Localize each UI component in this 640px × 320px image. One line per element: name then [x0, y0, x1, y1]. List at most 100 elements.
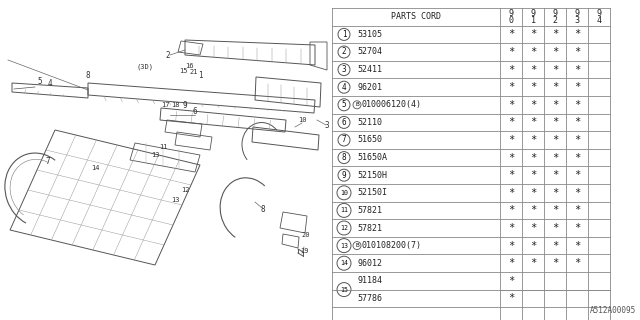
Text: *: * — [530, 153, 536, 163]
Text: *: * — [574, 258, 580, 268]
Text: 5: 5 — [342, 100, 346, 109]
Text: *: * — [508, 29, 514, 39]
Text: 11: 11 — [159, 144, 167, 150]
Text: *: * — [508, 170, 514, 180]
Text: 6: 6 — [193, 108, 197, 116]
Text: *: * — [574, 29, 580, 39]
Text: *: * — [552, 117, 558, 127]
Text: *: * — [552, 29, 558, 39]
Text: *: * — [574, 188, 580, 198]
Text: (3D): (3D) — [136, 64, 154, 70]
Text: 14: 14 — [340, 260, 348, 266]
Text: 3: 3 — [575, 16, 579, 25]
Text: *: * — [552, 135, 558, 145]
Text: 52150I: 52150I — [357, 188, 387, 197]
Text: 13: 13 — [340, 243, 348, 249]
Text: 3: 3 — [324, 122, 330, 131]
Text: 10: 10 — [298, 117, 307, 123]
Text: 1: 1 — [342, 30, 346, 39]
Text: *: * — [530, 205, 536, 215]
Text: 9: 9 — [342, 171, 346, 180]
Text: 15: 15 — [179, 68, 188, 74]
Text: *: * — [508, 82, 514, 92]
Text: 13: 13 — [151, 152, 159, 158]
Text: 9: 9 — [182, 100, 188, 109]
Text: *: * — [508, 293, 514, 303]
Text: 010108200(7): 010108200(7) — [362, 241, 422, 250]
Text: 4: 4 — [48, 78, 52, 87]
Text: B: B — [355, 243, 359, 248]
Text: A512A00095: A512A00095 — [589, 306, 636, 315]
Text: 7: 7 — [342, 135, 346, 145]
Text: 16: 16 — [185, 63, 193, 69]
Text: *: * — [552, 47, 558, 57]
Text: 010006120(4): 010006120(4) — [362, 100, 422, 109]
Text: 15: 15 — [340, 287, 348, 292]
Text: *: * — [552, 223, 558, 233]
Text: 18: 18 — [171, 102, 179, 108]
Text: PARTS CORD: PARTS CORD — [391, 12, 441, 21]
Text: *: * — [574, 170, 580, 180]
Text: *: * — [530, 135, 536, 145]
Text: 2: 2 — [552, 16, 557, 25]
Text: 5: 5 — [38, 77, 42, 86]
Text: 12: 12 — [340, 225, 348, 231]
Text: *: * — [508, 205, 514, 215]
Text: 9: 9 — [531, 9, 536, 18]
Text: 53105: 53105 — [357, 30, 382, 39]
Text: *: * — [574, 117, 580, 127]
Text: *: * — [552, 65, 558, 75]
Text: *: * — [508, 241, 514, 251]
Text: 52110: 52110 — [357, 118, 382, 127]
Text: *: * — [508, 135, 514, 145]
Text: 13: 13 — [171, 197, 179, 203]
Text: *: * — [552, 188, 558, 198]
Text: 52704: 52704 — [357, 47, 382, 57]
Text: *: * — [552, 100, 558, 110]
Text: *: * — [552, 258, 558, 268]
Text: *: * — [574, 135, 580, 145]
Text: *: * — [530, 82, 536, 92]
Text: 20: 20 — [301, 232, 310, 238]
Text: 3: 3 — [342, 65, 346, 74]
Text: 0: 0 — [509, 16, 513, 25]
Text: 19: 19 — [300, 248, 308, 254]
Text: 1: 1 — [531, 16, 536, 25]
Text: 14: 14 — [91, 165, 99, 171]
Text: 57821: 57821 — [357, 206, 382, 215]
Text: 8: 8 — [342, 153, 346, 162]
Text: *: * — [530, 223, 536, 233]
Text: 12: 12 — [180, 187, 189, 193]
Text: *: * — [508, 47, 514, 57]
Text: *: * — [508, 188, 514, 198]
Text: *: * — [530, 100, 536, 110]
Text: *: * — [574, 65, 580, 75]
Text: *: * — [552, 153, 558, 163]
Text: 4: 4 — [596, 16, 602, 25]
Text: *: * — [552, 205, 558, 215]
Text: 7: 7 — [45, 157, 51, 166]
Text: 96201: 96201 — [357, 83, 382, 92]
Text: *: * — [508, 65, 514, 75]
Text: 10: 10 — [340, 190, 348, 196]
Text: 57821: 57821 — [357, 223, 382, 233]
Text: 8: 8 — [260, 205, 266, 214]
Text: 51650A: 51650A — [357, 153, 387, 162]
Text: 2: 2 — [342, 47, 346, 57]
Text: *: * — [574, 241, 580, 251]
Text: B: B — [355, 102, 359, 107]
Text: 51650: 51650 — [357, 135, 382, 145]
Text: 52150H: 52150H — [357, 171, 387, 180]
Text: *: * — [574, 205, 580, 215]
Text: *: * — [530, 170, 536, 180]
Text: *: * — [508, 258, 514, 268]
Text: *: * — [552, 170, 558, 180]
Text: *: * — [530, 241, 536, 251]
Text: 57786: 57786 — [357, 294, 382, 303]
Text: *: * — [552, 241, 558, 251]
Text: 11: 11 — [340, 207, 348, 213]
Text: 9: 9 — [509, 9, 513, 18]
Text: 17: 17 — [161, 102, 169, 108]
Text: *: * — [530, 29, 536, 39]
Text: 21: 21 — [189, 69, 198, 75]
